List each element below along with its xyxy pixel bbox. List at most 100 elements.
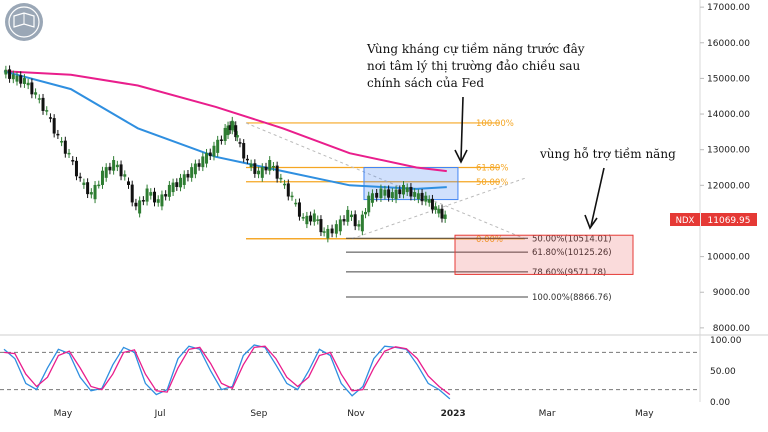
candle-body — [398, 189, 402, 195]
candle-body — [283, 183, 287, 186]
candle-body — [100, 170, 104, 185]
candle-body — [253, 163, 257, 174]
candle-body — [257, 170, 261, 175]
candle-body — [86, 182, 90, 195]
candle-body — [48, 117, 52, 119]
fib-down-label: 61.80%(10125.26) — [532, 248, 612, 258]
candle-body — [297, 202, 301, 217]
candle-body — [63, 140, 67, 154]
candle-body — [290, 195, 294, 198]
candle-body — [301, 217, 305, 219]
fib-up-label: 61.80% — [476, 164, 508, 174]
candle-body — [271, 165, 275, 168]
candle-body — [370, 193, 374, 203]
candle-body — [193, 163, 197, 175]
candle-body — [56, 133, 60, 136]
candle-body — [405, 187, 409, 193]
fib-down-label: 100.00%(8866.76) — [532, 293, 612, 303]
fib-diagonal — [245, 122, 526, 240]
candle-body — [379, 188, 383, 199]
candle-body — [22, 78, 26, 84]
y-tick-label: 17000.00 — [707, 3, 750, 13]
moving-averages — [3, 70, 447, 190]
candle-body — [346, 209, 350, 222]
candle-body — [182, 174, 186, 185]
candle-body — [275, 165, 279, 179]
candle-body — [208, 152, 212, 157]
candle-body — [112, 160, 116, 171]
stochastic-panel: 100.00 50.00 0.00 — [0, 336, 742, 408]
candle-body — [108, 166, 112, 171]
candle-body — [286, 183, 290, 197]
candle-body — [232, 125, 236, 128]
candle-body — [149, 192, 153, 196]
fibonacci-levels: 100.00% 61.80% 50.00% 0.00% 50.00%(10514.01)… — [245, 119, 612, 303]
candle-body — [434, 206, 438, 210]
x-tick-label: May — [635, 409, 654, 419]
candle-body — [164, 194, 168, 197]
candle-body — [212, 145, 216, 157]
stoch-k-line — [3, 344, 451, 400]
candle-body — [420, 192, 424, 202]
candle-body — [319, 219, 323, 233]
candle-body — [360, 214, 364, 232]
candle-body — [138, 200, 142, 214]
candle-body — [126, 181, 130, 185]
candle-body — [167, 184, 171, 197]
candle-body — [60, 141, 64, 143]
candle-body — [413, 192, 417, 197]
candle-body — [443, 214, 447, 219]
candle-body — [226, 125, 230, 136]
resistance-arrow-icon — [454, 96, 468, 164]
candle-body — [30, 82, 34, 95]
candle-body — [67, 152, 71, 155]
x-tick-label: Sep — [250, 409, 267, 419]
candle-body — [294, 202, 298, 205]
candle-body — [338, 219, 342, 232]
candle-body — [312, 213, 316, 222]
y-tick-label: 16000.00 — [707, 39, 750, 49]
candle-body — [15, 75, 19, 82]
candle-body — [37, 98, 41, 100]
candle-body — [234, 125, 238, 138]
candle-body — [171, 182, 175, 193]
resistance-note-line3: chính sách của Fed — [367, 76, 484, 90]
candle-body — [409, 186, 413, 197]
candle-body — [74, 160, 78, 177]
candle-body — [387, 189, 391, 198]
x-tick-label: Nov — [347, 409, 365, 419]
candle-body — [93, 184, 97, 200]
candle-body — [119, 164, 123, 177]
candle-body — [353, 214, 357, 227]
candle-body — [249, 163, 253, 168]
candle-body — [89, 192, 93, 195]
candle-body — [427, 199, 431, 203]
candle-body — [78, 176, 82, 179]
candle-body — [130, 184, 134, 203]
candle-body — [264, 166, 268, 171]
candle-body — [219, 139, 223, 141]
candle-body — [260, 167, 264, 178]
candle-body — [186, 173, 190, 178]
candle-body — [279, 177, 283, 180]
y-tick-label: 15000.00 — [707, 74, 750, 84]
resistance-note-line2: nơi tâm lý thị trường đảo chiều sau — [367, 58, 581, 73]
fib-up-label: 50.00% — [476, 178, 508, 188]
ma-pink-line — [3, 70, 447, 173]
candle-body — [4, 69, 8, 75]
y-tick-label: 13000.00 — [707, 146, 750, 156]
candle-body — [424, 195, 428, 202]
candle-body — [238, 142, 242, 144]
support-zone — [454, 234, 634, 275]
candle-body — [268, 160, 272, 171]
resistance-note-line1: Vùng kháng cự tiềm năng trước đây — [366, 41, 585, 56]
fib-down-label: 50.00%(10514.01) — [532, 234, 612, 244]
candle-body — [175, 182, 179, 187]
y-tick-label: 12000.00 — [707, 181, 750, 191]
candle-body — [71, 160, 75, 162]
candle-body — [322, 231, 326, 233]
stoch-tick-label: 100.00 — [710, 336, 742, 346]
candle-body — [82, 182, 86, 185]
candle-body — [216, 139, 220, 153]
